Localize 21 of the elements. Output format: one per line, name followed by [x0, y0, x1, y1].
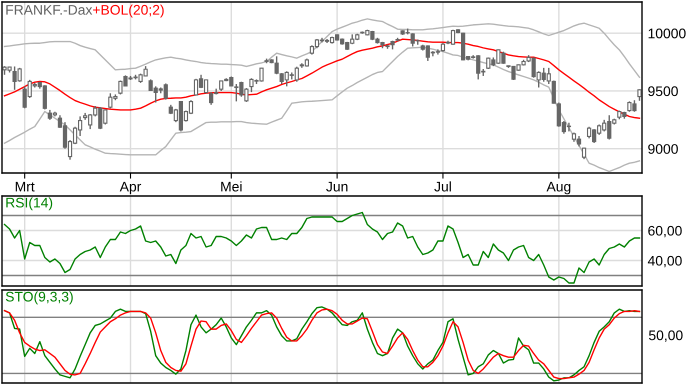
y-tick-label: 60,00 — [648, 226, 682, 238]
text: 50,00 — [648, 330, 683, 342]
line-series — [4, 46, 640, 172]
chart-title: FRANKF.-Dax — [6, 5, 92, 15]
x-tick-label: Mei — [221, 181, 242, 192]
y-tick-label: 10000 — [648, 28, 686, 38]
x-tick-label: Aug — [546, 182, 570, 194]
candlestick — [582, 146, 586, 160]
chart-title: RSI(14) — [6, 197, 52, 210]
x-tick-label: Mrt — [16, 182, 35, 192]
y-tick-label: 40,00 — [648, 256, 682, 268]
line-series — [4, 18, 640, 78]
line-series — [4, 212, 640, 284]
chart-title: STO(9,3,3) — [6, 291, 73, 304]
y-tick-label: 9500 — [648, 86, 678, 96]
candlestick — [637, 88, 642, 102]
text: +BOL(20;2) — [93, 4, 164, 18]
y-tick-label: 9000 — [648, 144, 678, 154]
x-tick-label: Jul — [434, 181, 451, 192]
x-tick-label: Apr — [120, 182, 142, 194]
x-tick-label: Jun — [326, 182, 348, 192]
